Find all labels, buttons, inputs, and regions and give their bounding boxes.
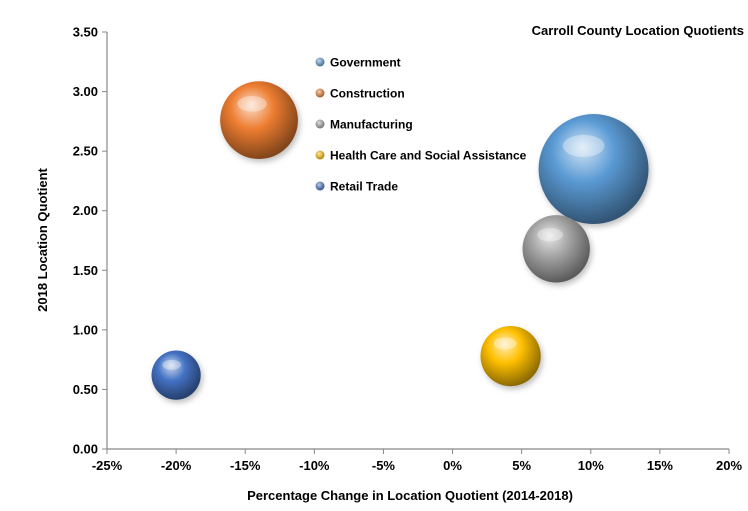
legend-marker <box>315 181 325 191</box>
y-axis-title: 2018 Location Quotient <box>35 167 50 311</box>
axes: 0.00 0.50 1.00 1.50 2.00 2.50 3.00 3.50 -25% -20%… <box>73 25 743 474</box>
bubble-government <box>538 114 649 225</box>
y-tick-label: 0.50 <box>73 382 98 397</box>
bubble-health-care-and-social-assistance <box>480 325 541 387</box>
bubble-highlight <box>237 96 267 112</box>
x-axis-title: Percentage Change in Location Quotient (… <box>247 488 573 503</box>
legend-marker <box>315 88 325 98</box>
y-tick-label: 1.00 <box>73 322 98 337</box>
legend-marker <box>315 119 325 129</box>
legend-label: Manufacturing <box>330 118 413 132</box>
y-tick-label: 0.00 <box>73 442 98 457</box>
x-tick-label: -25% <box>92 458 123 473</box>
bubble-retail-trade <box>151 350 201 400</box>
legend-marker <box>315 57 325 67</box>
y-tick-label: 2.00 <box>73 203 98 218</box>
bubble-highlight <box>562 134 605 157</box>
bubble-construction <box>220 81 298 160</box>
bubble-highlight <box>537 227 563 242</box>
legend-label: Health Care and Social Assistance <box>330 149 527 163</box>
legend-label: Retail Trade <box>330 180 398 194</box>
x-tick-label: 5% <box>512 458 531 473</box>
legend-label: Government <box>330 56 401 70</box>
x-tick-label: -5% <box>372 458 396 473</box>
x-tick-label: -10% <box>299 458 330 473</box>
x-tick-label: 15% <box>647 458 673 473</box>
legend: Government Construction Manufacturing Healt… <box>315 56 527 194</box>
chart-title: Carroll County Location Quotients <box>532 23 744 38</box>
legend-marker <box>315 150 325 160</box>
y-tick-label: 3.50 <box>73 25 98 40</box>
x-tick-label: 10% <box>578 458 604 473</box>
x-tick-label: -20% <box>161 458 192 473</box>
bubble-manufacturing <box>522 215 590 283</box>
bubble-highlight <box>162 359 182 370</box>
bubbles <box>151 81 649 400</box>
x-tick-label: 20% <box>716 458 742 473</box>
y-tick-label: 2.50 <box>73 144 98 159</box>
y-tick-label: 1.50 <box>73 263 98 278</box>
x-tick-label: -15% <box>230 458 261 473</box>
bubble-highlight <box>493 337 517 350</box>
legend-label: Construction <box>330 87 405 101</box>
y-tick-label: 3.00 <box>73 84 98 99</box>
x-tick-label: 0% <box>443 458 462 473</box>
